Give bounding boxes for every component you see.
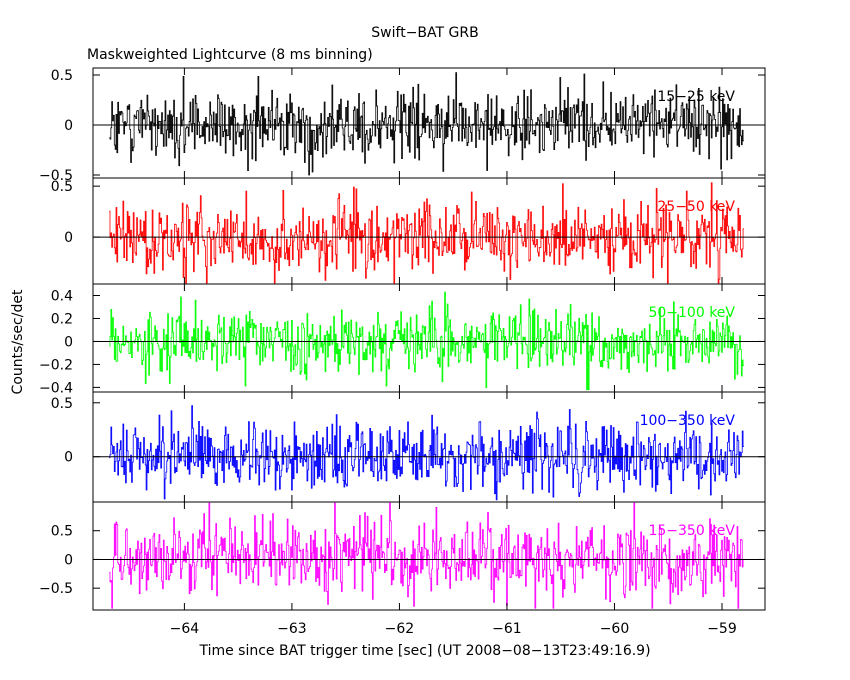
y-tick-label: 0	[64, 230, 73, 246]
panel-5: −0.5 0 0.5 15−350 keV	[39, 501, 766, 611]
band-label: 50−100 keV	[648, 305, 735, 321]
panel-frame	[92, 501, 766, 611]
series-line	[109, 502, 744, 609]
panel-4: 0 0.5 100−350 keV	[51, 391, 766, 503]
x-tick-labels: −64 −63 −62 −61 −60 −59	[170, 621, 737, 637]
y-tick-label: 0.5	[51, 179, 73, 195]
x-tick-label: −63	[277, 621, 307, 637]
y-tick-label: 0	[64, 450, 73, 466]
series-line	[109, 182, 744, 284]
chart-subtitle: Maskweighted Lightcurve (8 ms binning)	[87, 47, 373, 63]
y-tick-label: −0.5	[39, 168, 73, 184]
y-axis-label: Counts/sec/det	[10, 289, 26, 394]
x-axis-label: Time since BAT trigger time [sec] (UT 20…	[198, 643, 650, 659]
x-tick-label: −59	[707, 621, 737, 637]
band-label: 15−350 keV	[648, 523, 735, 539]
panel-3: −0.4 −0.2 0 0.2 0.4 50−100 keV	[39, 283, 766, 396]
x-tick-label: −60	[600, 621, 630, 637]
band-label: 25−50 keV	[657, 199, 735, 215]
y-tick-label: −0.4	[39, 380, 73, 396]
x-tick-label: −62	[385, 621, 415, 637]
x-tick-label: −64	[170, 621, 200, 637]
y-tick-label: 0.5	[51, 396, 73, 412]
band-label: 100−350 keV	[640, 413, 736, 429]
x-tick-label: −61	[492, 621, 522, 637]
panel-2: 0 0.5 25−50 keV	[51, 177, 766, 285]
chart-title: Swift−BAT GRB	[371, 25, 478, 41]
y-tick-label: 0.2	[51, 311, 73, 327]
band-label: 15−25 keV	[657, 89, 735, 105]
y-tick-label: −0.5	[39, 581, 73, 597]
y-tick-label: 0	[64, 552, 73, 568]
series-line	[109, 405, 744, 501]
panel-1: −0.5 0 0.5 15−25 keV	[39, 67, 766, 184]
y-tick-label: −0.2	[39, 357, 73, 373]
y-tick-label: 0	[64, 334, 73, 350]
y-tick-label: 0	[64, 118, 73, 134]
y-tick-label: 0.5	[51, 524, 73, 540]
y-tick-label: 0.4	[51, 288, 73, 304]
series-line	[109, 72, 744, 176]
y-tick-label: 0.5	[51, 68, 73, 84]
